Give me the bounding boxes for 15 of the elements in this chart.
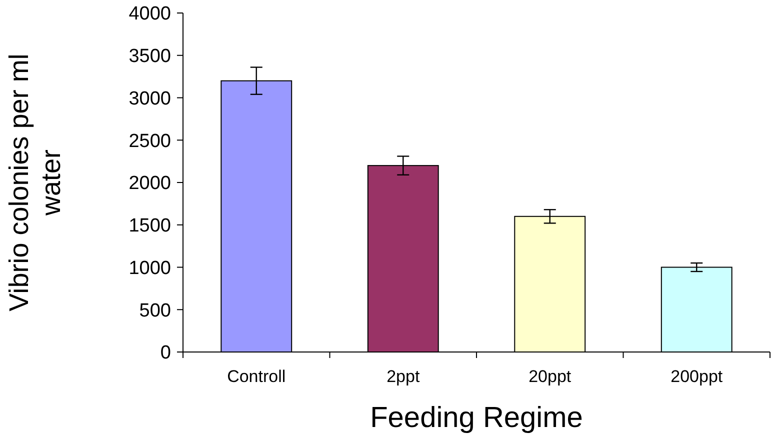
y-tick-label: 3000 [128,88,171,110]
x-tick-label: 2ppt [386,367,420,386]
y-axis-title: Vibrio colonies per ml water [4,54,66,312]
y-tick-label: 0 [160,342,171,364]
x-tick-label: 200ppt [670,367,723,386]
y-tick-label: 2000 [128,173,171,194]
y-tick-label: 2500 [128,130,171,152]
x-axis-title: Feeding Regime [370,402,583,434]
y-tick-label: 500 [139,300,171,322]
y-tick-label: 4000 [128,4,171,25]
y-tick-label: 1500 [128,216,171,237]
x-tick-label: 20ppt [528,367,572,386]
x-tick-label: Controll [227,367,286,386]
y-tick-label: 1000 [128,258,171,279]
y-tick-label: 3500 [128,46,171,68]
